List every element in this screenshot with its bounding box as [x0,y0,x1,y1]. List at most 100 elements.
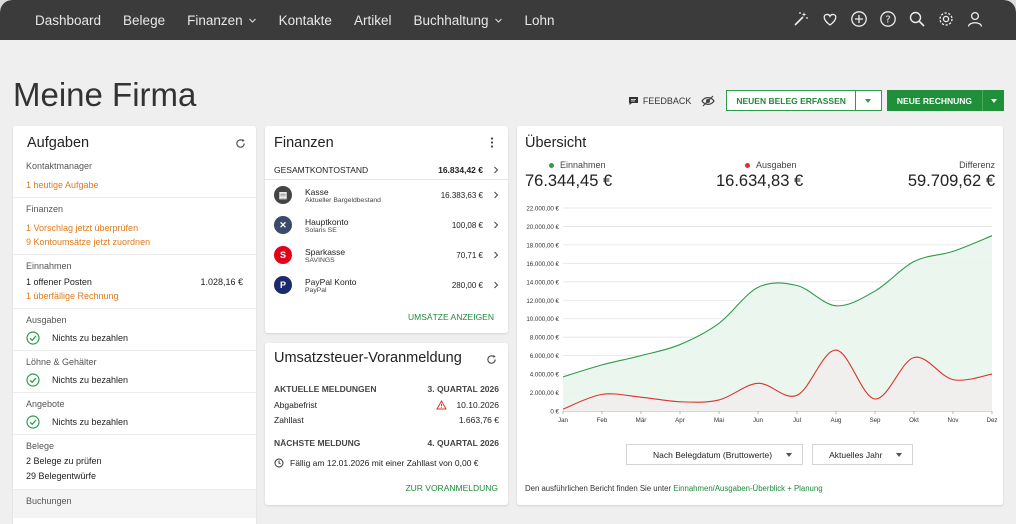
task-section-expenses: Ausgaben Nichts zu bezahlen [13,308,256,350]
settings-icon[interactable] [937,10,955,28]
hide-eye-icon[interactable] [701,94,716,108]
nav-item-artikel[interactable]: Artikel [354,13,392,28]
account-row[interactable]: S Sparkasse SAVINGS 70,71 € [265,240,508,270]
section-label: Kontaktmanager [26,161,93,171]
total-balance-row[interactable]: GESAMTKONTOSTAND 16.834,42 € [265,160,508,180]
account-subtitle: Aktueller Bargeldbestand [305,196,381,204]
today-task-link[interactable]: 1 heutige Aufgabe [26,180,99,190]
overview-card: Übersicht Einnahmen 76.344,45 € Ausgaben… [517,126,1003,505]
payable-value: 1.663,76 € [458,415,499,425]
period-value: Aktuelles Jahr [829,449,883,460]
open-items-value: 1.028,16 € [200,277,243,287]
next-period: 4. QUARTAL 2026 [427,438,500,448]
date-basis-select[interactable]: Nach Belegdatum (Bruttowerte) [626,444,804,465]
main-nav: Dashboard Belege Finanzen Kontakte Artikel Bu… [35,0,577,40]
more-options-icon[interactable] [490,137,494,148]
account-subtitle: Solaris SE [305,226,337,234]
new-invoice-button-group: NEUE RECHNUNG [886,90,1004,111]
section-label: Ausgaben [26,315,67,325]
income-kpi: Einnahmen 76.344,45 € [525,160,612,191]
plus-circle-icon[interactable] [850,10,868,28]
deadline-label: Abgabefrist [274,400,317,410]
feedback-icon [628,96,638,105]
income-label: Einnahmen [560,160,606,170]
receipts-to-check[interactable]: 2 Belege zu prüfen [26,456,102,466]
refresh-icon[interactable] [235,138,246,149]
x-tick-label: Jul [793,417,801,424]
overdue-invoice-link[interactable]: 1 überfällige Rechnung [26,291,119,301]
nav-item-kontakte[interactable]: Kontakte [279,13,332,28]
nav-item-label: Artikel [353,12,392,28]
series-line-expense [562,349,993,410]
heart-icon[interactable] [821,10,839,28]
nav-item-label: Dashboard [35,12,102,28]
date-basis-value: Nach Belegdatum (Bruttowerte) [653,449,773,460]
current-reports-label: AKTUELLE MELDUNGEN [274,384,377,394]
task-section-finances: Finanzen 1 Vorschlag jetzt überprüfen 9 … [13,197,256,254]
series-area-income [563,235,992,411]
check-circle-icon [26,373,40,387]
new-invoice-dropdown-button[interactable] [982,90,1004,111]
current-reports-row: AKTUELLE MELDUNGEN 3. QUARTAL 2026 [274,384,499,394]
y-tick-label: 6.000,00 € [530,353,560,360]
next-due-text: Fällig am 12.01.2026 mit einer Zahllast … [290,458,479,468]
section-label: Finanzen [26,204,64,214]
new-receipt-button[interactable]: NEUEN BELEG ERFASSEN [736,95,846,106]
assign-transactions-link[interactable]: 9 Kontoumsätze jetzt zuordnen [26,237,151,247]
account-amount: 16.383,63 € [440,190,483,200]
bank-x-icon: ✕ [274,216,292,234]
check-circle-icon [26,331,40,345]
nav-item-belege[interactable]: Belege [123,13,165,28]
nav-item-lohn[interactable]: Lohn [525,13,555,28]
account-name: Kasse [305,186,329,197]
chevron-down-icon [494,18,502,23]
search-icon[interactable] [908,10,926,28]
warning-icon [436,400,448,410]
check-suggestion-link[interactable]: 1 Vorschlag jetzt überprüfen [26,223,139,233]
period-select[interactable]: Aktuelles Jahr [812,444,914,465]
new-invoice-button[interactable]: NEUE RECHNUNG [896,95,972,106]
account-subtitle: SAVINGS [305,256,335,264]
y-tick-label: 16.000,00 € [526,261,559,268]
open-items-row[interactable]: 1 offener Posten 1.028,16 € [26,275,243,289]
account-subtitle: PayPal [305,286,327,294]
deadline-row: Abgabefrist 10.10.2026 [274,400,499,410]
magic-wand-icon[interactable] [792,10,810,28]
tasks-card: Aufgaben Kontaktmanager 1 heutige Aufgab… [13,126,256,524]
expense-value: 16.634,83 € [716,172,804,190]
feedback-button[interactable]: FEEDBACK [628,96,691,106]
chevron-down-icon [865,98,872,103]
receipt-drafts[interactable]: 29 Belegentwürfe [26,471,97,481]
nav-item-finanzen[interactable]: Finanzen [187,13,257,28]
x-tick-label: Apr [675,417,685,424]
to-vat-return-link[interactable]: ZUR VORANMELDUNG [405,483,498,493]
top-navigation-bar: Dashboard Belege Finanzen Kontakte Artikel Bu… [0,0,1016,40]
check-circle-icon [26,415,40,429]
user-icon[interactable] [966,10,984,28]
next-report-label: NÄCHSTE MELDUNG [274,438,361,448]
account-row[interactable]: ✕ Hauptkonto Solaris SE 100,08 € [265,210,508,240]
finances-card: Finanzen GESAMTKONTOSTAND 16.834,42 € ▤ K… [265,126,508,333]
task-section-receipts: Belege 2 Belege zu prüfen 29 Belegentwür… [13,434,256,489]
nav-item-buchhaltung[interactable]: Buchhaltung [413,13,502,28]
chart-filters: Nach Belegdatum (Bruttowerte) Aktuelles … [626,444,914,465]
chevron-down-icon [786,452,793,457]
help-icon[interactable]: ? [879,10,897,28]
account-name: Hauptkonto [305,216,349,227]
section-label: Einnahmen [26,261,72,271]
y-tick-label: 20.000,00 € [526,224,559,231]
account-row[interactable]: ▤ Kasse Aktueller Bargeldbestand 16.383,63 … [265,180,508,210]
paypal-icon: P [274,276,292,294]
account-row[interactable]: P PayPal Konto PayPal 280,00 € [265,270,508,300]
show-transactions-link[interactable]: UMSÄTZE ANZEIGEN [408,312,494,322]
report-link[interactable]: Einnahmen/Ausgaben-Überblick + Planung [673,484,823,493]
refresh-icon[interactable] [486,354,497,365]
y-tick-label: 8.000,00 € [530,335,560,342]
x-tick-label: Feb [597,417,608,424]
total-balance-label: GESAMTKONTOSTAND [274,164,369,175]
difference-label: Differenz [959,160,995,170]
new-receipt-button-group: NEUEN BELEG ERFASSEN [726,90,882,111]
task-section-payroll: Löhne & Gehälter Nichts zu bezahlen [13,350,256,392]
nav-item-dashboard[interactable]: Dashboard [35,13,101,28]
new-receipt-dropdown-button[interactable] [854,91,881,110]
